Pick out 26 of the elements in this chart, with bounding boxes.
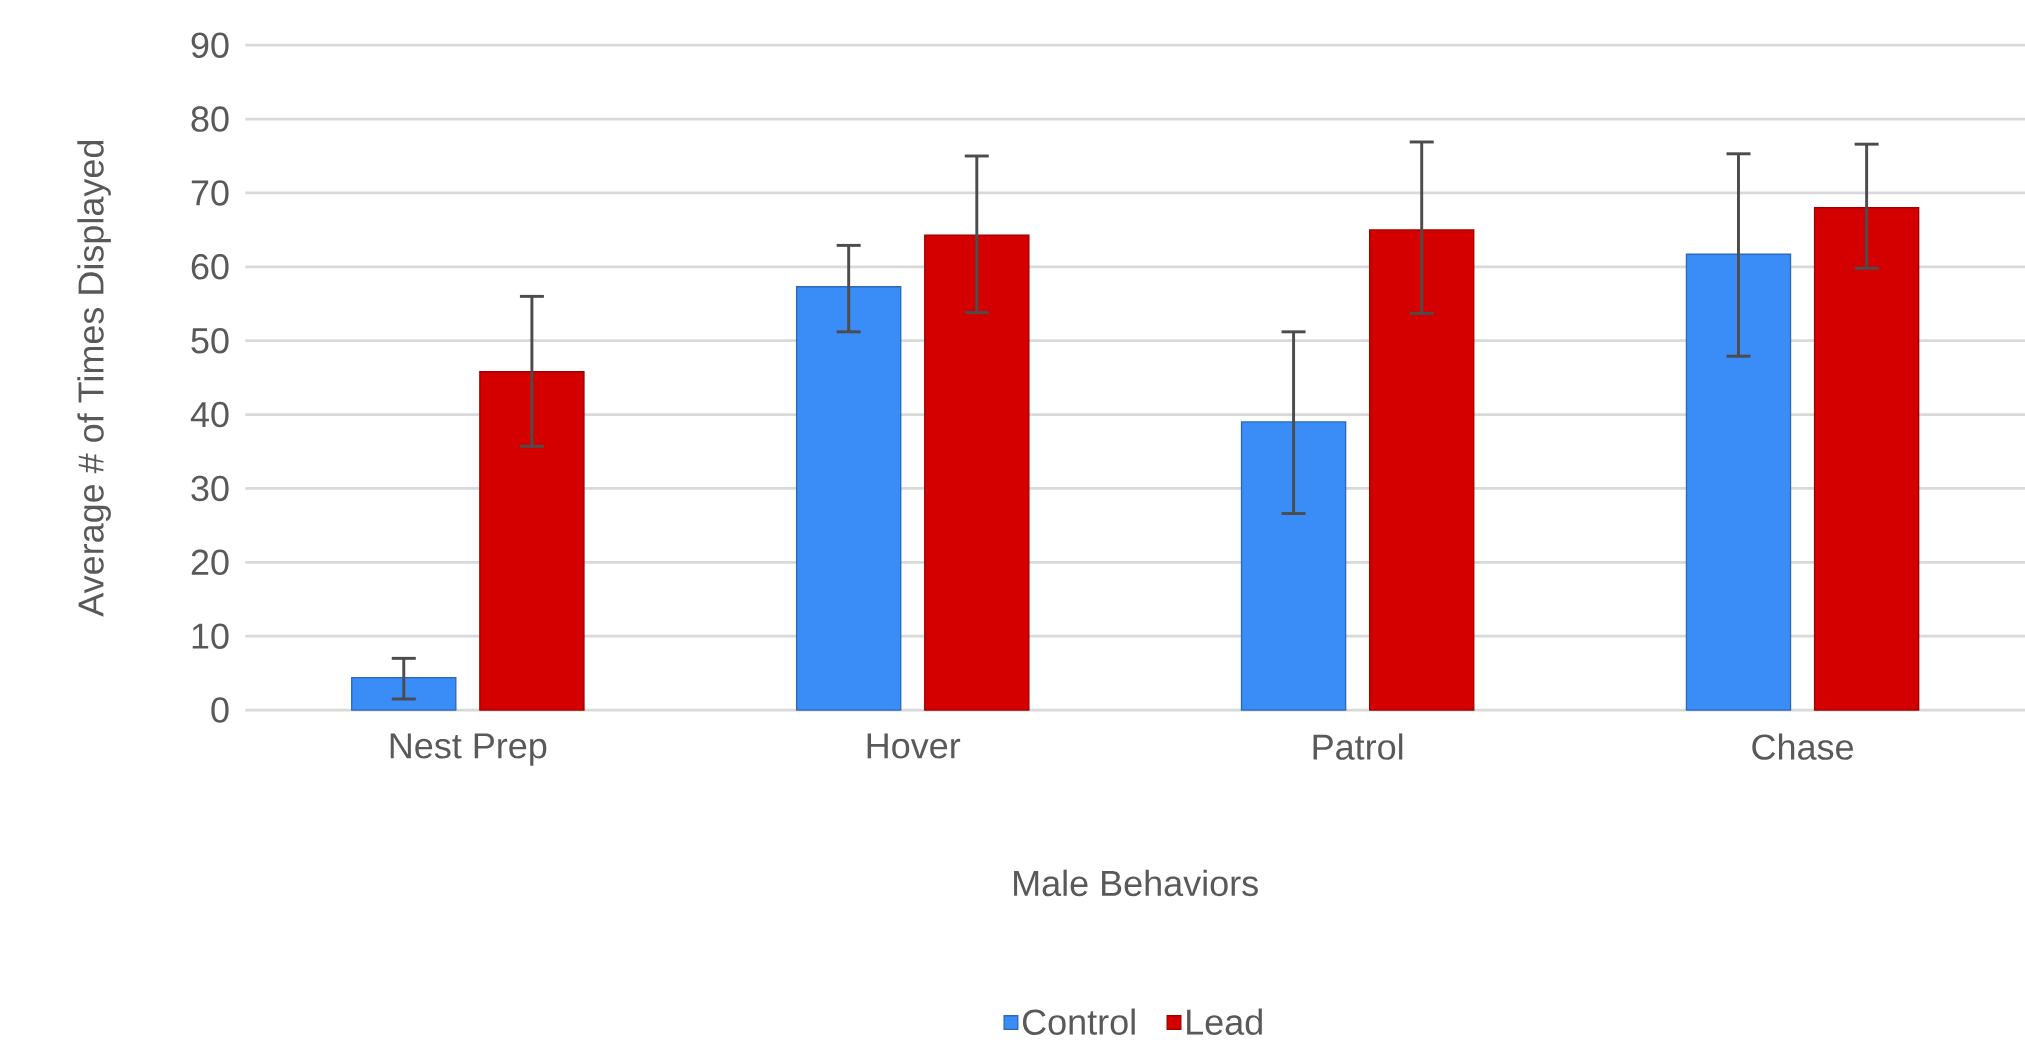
bar <box>795 286 902 711</box>
x-tick-label: Hover <box>867 733 961 759</box>
y-axis-title: Average # of Times Displayed <box>77 140 111 617</box>
y-tick-label: 20 <box>191 549 229 576</box>
x-tick-label: Chase <box>1752 733 1853 760</box>
bar <box>1240 421 1347 711</box>
y-tick-label: 0 <box>211 697 229 723</box>
bar <box>1368 229 1475 711</box>
bar <box>924 234 1030 711</box>
y-tick-label: 60 <box>191 254 229 280</box>
legend-label: Control <box>1022 1008 1135 1035</box>
y-tick-label: 70 <box>191 180 229 206</box>
y-tick-label: 40 <box>190 401 229 428</box>
x-tick-label: Patrol <box>1313 733 1403 760</box>
bar <box>1685 253 1792 711</box>
y-tick-label: 10 <box>192 623 229 649</box>
bar <box>1813 207 1920 711</box>
y-tick-label: 50 <box>191 327 229 354</box>
y-tick-label: 90 <box>191 32 229 58</box>
legend-label: Lead <box>1187 1008 1262 1035</box>
bar <box>479 371 585 711</box>
y-tick-label: 80 <box>191 106 229 132</box>
bar <box>351 676 457 711</box>
x-axis-title: Male Behaviors <box>1014 869 1258 897</box>
y-tick-label: 30 <box>191 475 229 502</box>
x-tick-label: Nest Prep <box>390 733 547 766</box>
